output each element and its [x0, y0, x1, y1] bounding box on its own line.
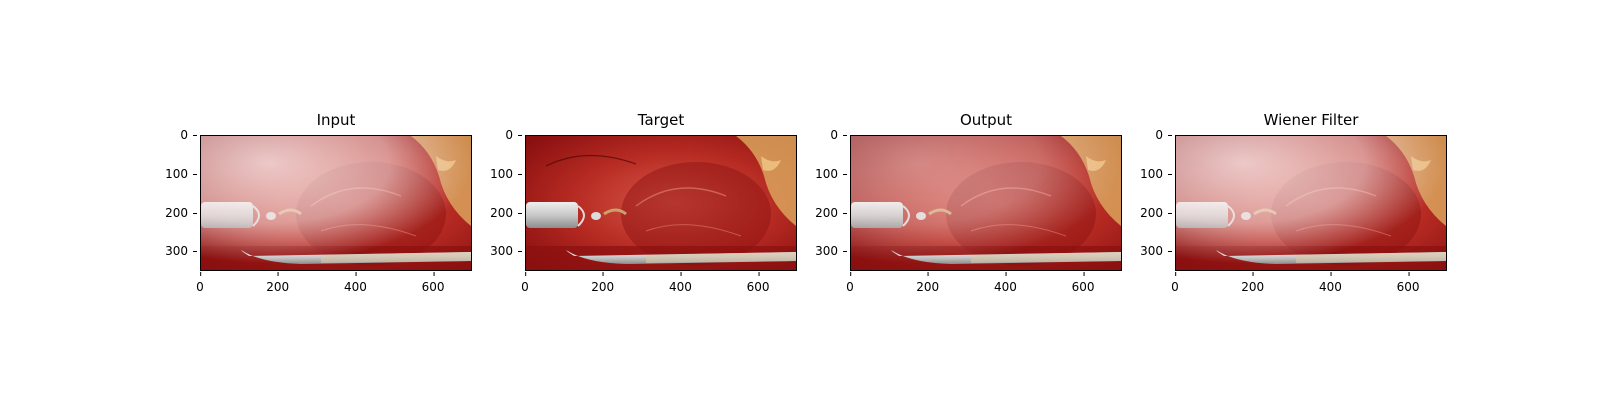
y-tick-label: 200	[804, 206, 847, 220]
y-tick-label: 100	[154, 167, 197, 181]
panel-title: Output	[959, 111, 1013, 129]
y-tick-label: 200	[479, 206, 522, 220]
y-tick-label: 0	[479, 128, 522, 142]
x-tick-label: 200	[1241, 272, 1265, 294]
x-tick-label: 0	[521, 272, 529, 294]
y-tick-label: 0	[154, 128, 197, 142]
x-tick-label: 400	[993, 272, 1017, 294]
panel-title: Input	[316, 111, 356, 129]
panel-title: Target	[637, 111, 685, 129]
x-tick-label: 600	[421, 272, 445, 294]
x-tick-label: 400	[343, 272, 367, 294]
y-tick-label: 100	[804, 167, 847, 181]
y-tick-label: 200	[1129, 206, 1172, 220]
y-tick-label: 0	[804, 128, 847, 142]
x-tick-label: 200	[266, 272, 290, 294]
y-tick-label: 0	[1129, 128, 1172, 142]
y-tick-label: 300	[154, 244, 197, 258]
panel-image	[200, 135, 472, 271]
x-tick-label: 0	[846, 272, 854, 294]
panel-image	[850, 135, 1122, 271]
x-tick-label: 400	[1318, 272, 1342, 294]
panel-title: Wiener Filter	[1263, 111, 1359, 129]
y-tick-label: 200	[154, 206, 197, 220]
x-tick-label: 600	[746, 272, 770, 294]
y-tick-label: 300	[804, 244, 847, 258]
panel-image	[525, 135, 797, 271]
x-tick-label: 600	[1396, 272, 1420, 294]
panel-image	[1175, 135, 1447, 271]
y-tick-label: 100	[1129, 167, 1172, 181]
x-tick-label: 400	[668, 272, 692, 294]
x-tick-label: 0	[196, 272, 204, 294]
x-tick-label: 600	[1071, 272, 1095, 294]
y-tick-label: 300	[1129, 244, 1172, 258]
x-tick-label: 0	[1171, 272, 1179, 294]
y-tick-label: 100	[479, 167, 522, 181]
y-tick-label: 300	[479, 244, 522, 258]
x-tick-label: 200	[591, 272, 615, 294]
x-tick-label: 200	[916, 272, 940, 294]
